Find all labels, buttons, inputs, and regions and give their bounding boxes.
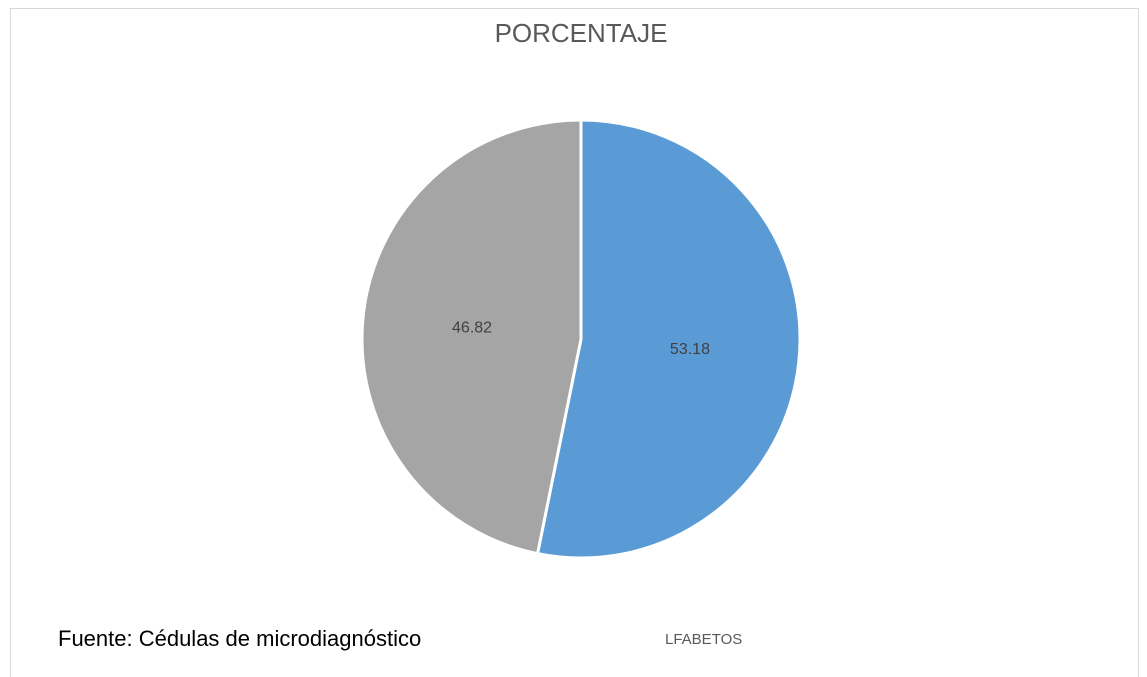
pie-slice — [535, 118, 802, 560]
legend-text: LFABETOS — [665, 631, 742, 648]
source-note: Fuente: Cédulas de microdiagnóstico — [58, 626, 421, 651]
data-label: 46.82 — [452, 319, 492, 336]
pie-slice — [360, 118, 583, 556]
pie — [360, 118, 802, 560]
chart-title: PORCENTAJE — [495, 18, 668, 48]
data-label: 53.18 — [670, 341, 710, 358]
